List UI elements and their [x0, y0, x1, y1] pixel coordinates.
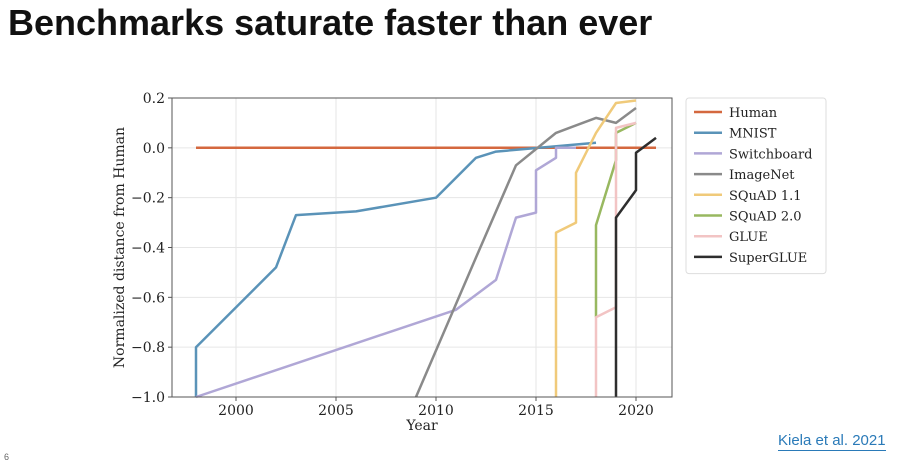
y-tick-label: −0.4	[131, 241, 165, 257]
legend-box	[685, 97, 827, 275]
series-line-2	[195, 146, 576, 399]
legend-label: SQuAD 2.0	[729, 210, 802, 225]
x-tick-label: 2000	[218, 403, 254, 419]
chart-series	[194, 99, 657, 399]
legend-label: MNIST	[729, 127, 777, 142]
legend-label: Switchboard	[729, 147, 813, 162]
y-tick-label: −1.0	[131, 390, 165, 406]
chart-legend: Human MNIST Switchboard ImageNet SQuAD 1.1 SQ…	[685, 97, 827, 275]
legend-label: SQuAD 1.1	[729, 189, 802, 204]
slide-number: 6	[4, 452, 10, 462]
series-line-4	[554, 99, 637, 397]
y-axis-label: Normalized distance from Human	[112, 127, 128, 368]
x-tick-label: 2015	[518, 403, 554, 419]
y-tick-label: −0.2	[131, 191, 165, 207]
legend-label: GLUE	[729, 230, 768, 245]
series-line-1	[194, 141, 597, 397]
chart-ticks: 2000 2005 2010 2015 2020 −1.0 −0.8 −0.6 −0.4 −0.2…	[131, 91, 654, 419]
y-tick-label: −0.6	[131, 290, 165, 306]
legend-label: ImageNet	[729, 168, 795, 183]
legend-label: Human	[729, 106, 778, 121]
y-tick-label: 0.0	[143, 141, 165, 157]
legend-label: SuperGLUE	[729, 251, 807, 266]
citation-link[interactable]: Kiela et al. 2021	[778, 432, 886, 451]
y-tick-label: −0.8	[131, 340, 165, 356]
series-line-7	[614, 136, 657, 397]
x-tick-label: 2005	[318, 403, 354, 419]
x-tick-label: 2010	[418, 403, 454, 419]
x-axis-label: Year	[405, 418, 438, 434]
slide-title: Benchmarks saturate faster than ever	[8, 2, 653, 43]
series-line-3	[414, 106, 637, 398]
x-tick-label: 2020	[618, 403, 654, 419]
y-tick-label: 0.2	[143, 91, 165, 107]
